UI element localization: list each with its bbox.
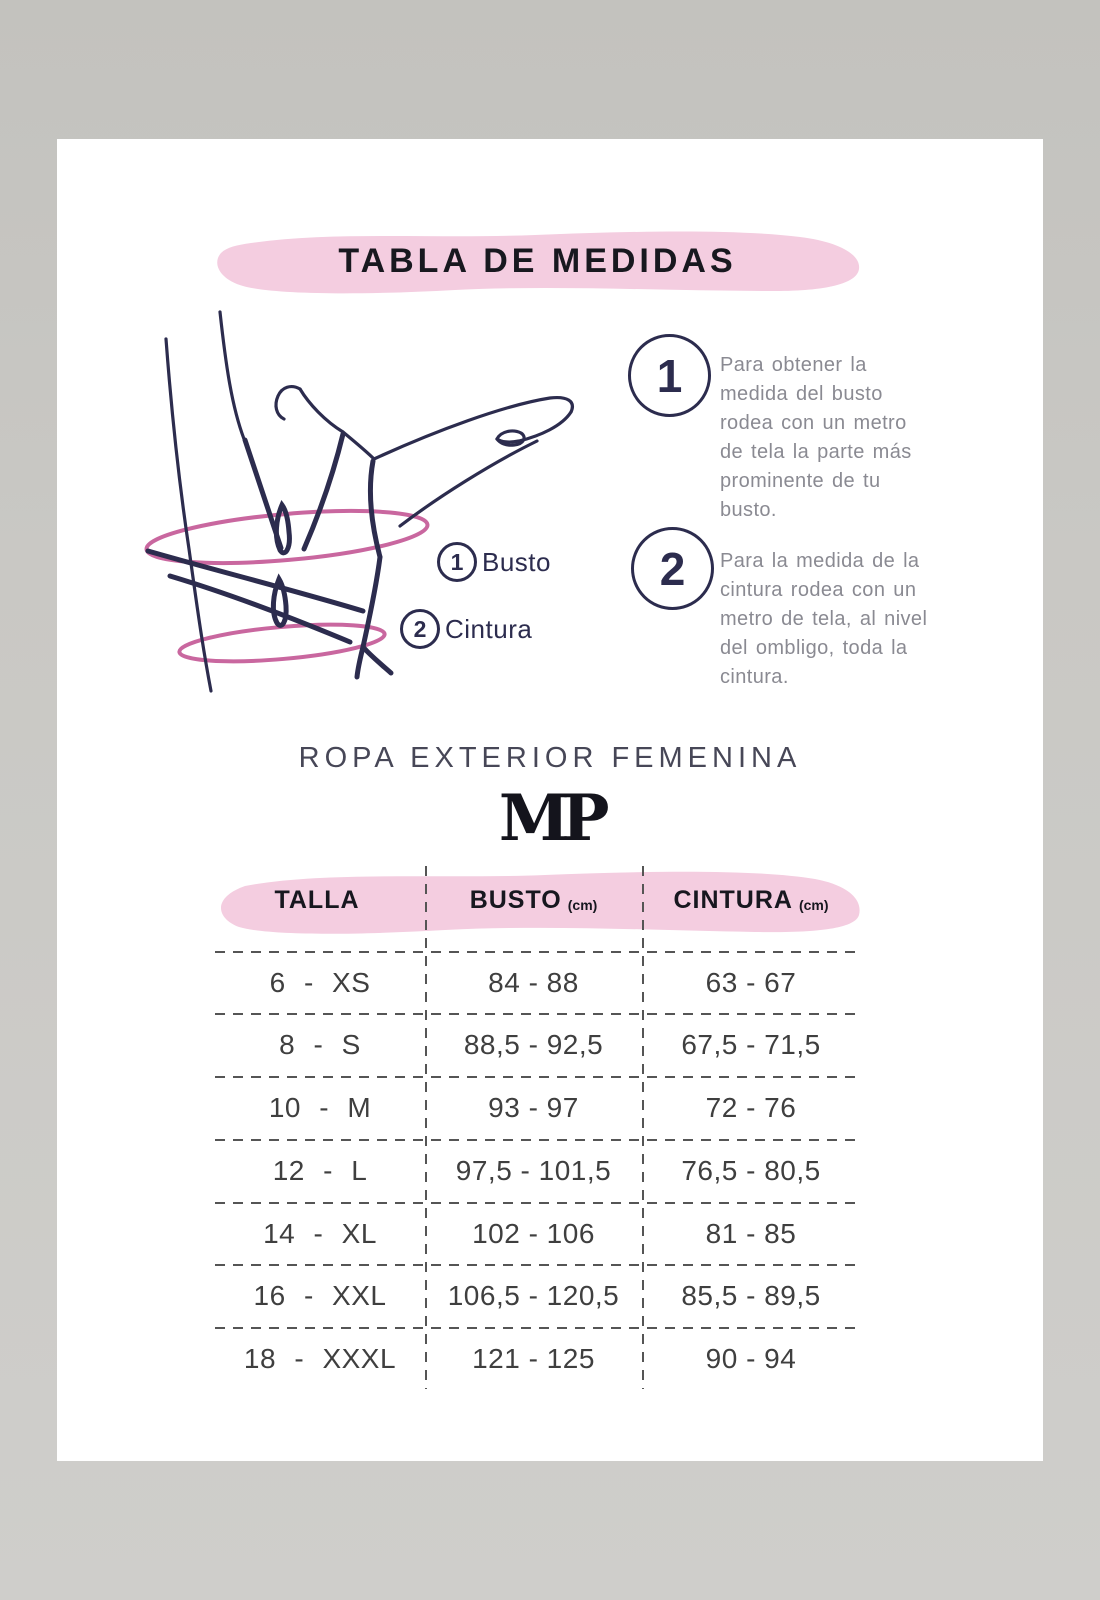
cintura-label: Cintura [445,613,533,644]
cell-talla: 6 - XS [269,966,371,998]
cell-busto: 88,5 - 92,5 [463,1028,604,1060]
cintura-number-circle: 2 [400,609,440,649]
table-row: 8 - S 88,5 - 92,5 67,5 - 71,5 [215,1014,860,1075]
column-divider [642,866,644,1389]
column-divider [425,866,427,1389]
table-row: 10 - M 93 - 97 72 - 76 [215,1077,860,1138]
row-divider [215,1202,860,1204]
instruction-2-number-circle: 2 [631,527,714,610]
title-banner: TABLA DE MEDIDAS [215,227,860,295]
cell-talla: 16 - XXL [253,1279,387,1311]
bra-outline [145,431,394,680]
cell-busto: 97,5 - 101,5 [455,1154,612,1186]
cell-cintura: 67,5 - 71,5 [681,1028,821,1060]
cell-cintura: 85,5 - 89,5 [681,1279,821,1311]
table-row: 6 - XS 84 - 88 63 - 67 [215,952,860,1013]
busto-label: Busto [482,546,551,577]
header-cintura: CINTURA (cm) [673,885,829,914]
cell-talla: 18 - XXXL [243,1342,397,1374]
body-outline [164,310,574,693]
section-heading: ROPA EXTERIOR FEMENINA [298,742,802,774]
cell-cintura: 76,5 - 80,5 [681,1154,821,1186]
cell-cintura: 90 - 94 [705,1342,797,1374]
cell-cintura: 72 - 76 [705,1091,797,1123]
cell-cintura: 81 - 85 [705,1217,797,1249]
table-header-blob [221,871,860,934]
cell-talla: 10 - M [268,1091,372,1123]
row-divider [215,1327,860,1329]
row-divider [215,1264,860,1266]
table-row: 18 - XXXL 121 - 125 90 - 94 [215,1328,860,1389]
table-header-row: TALLA BUSTO (cm) CINTURA (cm) [215,866,860,934]
cell-talla: 14 - XL [263,1217,377,1249]
torso-illustration [144,310,574,693]
header-talla: TALLA [274,885,360,914]
table-row: 14 - XL 102 - 106 81 - 85 [215,1203,860,1264]
brand-logo: MP [498,781,610,856]
cell-talla: 12 - L [272,1154,368,1186]
row-divider [215,1139,860,1141]
callout-busto: 1 Busto [437,542,551,582]
busto-number-circle: 1 [437,542,477,582]
cell-busto: 93 - 97 [488,1091,579,1123]
row-divider [215,1013,860,1015]
cell-busto: 102 - 106 [472,1217,595,1249]
cell-cintura: 63 - 67 [705,966,797,998]
table-row: 16 - XXL 106,5 - 120,5 85,5 - 89,5 [215,1265,860,1326]
table-row: 12 - L 97,5 - 101,5 76,5 - 80,5 [215,1140,860,1201]
instruction-1-text: Para obtener la medida del busto rodea c… [720,354,912,521]
header-busto: BUSTO (cm) [469,885,598,914]
row-divider [215,951,860,953]
cell-busto: 84 - 88 [488,966,579,998]
callout-cintura: 2 Cintura [400,609,532,649]
instruction-1-number-circle: 1 [628,334,711,417]
cell-busto: 121 - 125 [472,1342,595,1374]
measurement-card: TABLA DE MEDIDAS [57,139,1043,1461]
title-banner-blob [217,231,860,294]
size-table: TALLA BUSTO (cm) CINTURA (cm) 6 - XS 84 … [215,864,860,1391]
cell-talla: 8 - S [279,1028,361,1060]
cell-busto: 106,5 - 120,5 [447,1279,620,1311]
page-title: TABLA DE MEDIDAS [338,241,737,280]
instruction-2-text: Para la medida de la cintura rodea con u… [720,550,928,688]
row-divider [215,1076,860,1078]
